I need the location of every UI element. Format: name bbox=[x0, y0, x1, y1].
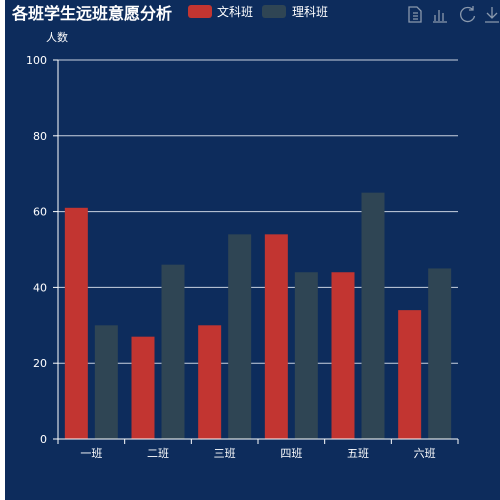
x-tick-label: 五班 bbox=[347, 447, 369, 460]
legend-item-series-2[interactable]: 理科班 bbox=[262, 5, 328, 19]
y-axis-label: 人数 bbox=[46, 31, 68, 44]
bar-2-2[interactable] bbox=[161, 264, 185, 439]
y-tick-label: 0 bbox=[40, 433, 47, 446]
bar-2-4[interactable] bbox=[294, 272, 318, 439]
bar-2-3[interactable] bbox=[228, 234, 252, 439]
y-axis-ticks: 0 20 40 60 80 100 bbox=[26, 54, 59, 446]
bar-2-6[interactable] bbox=[428, 268, 452, 439]
y-tick-label: 40 bbox=[33, 281, 47, 294]
y-tick-label: 20 bbox=[33, 357, 47, 370]
x-tick-label: 四班 bbox=[280, 447, 302, 460]
bar-1-6[interactable] bbox=[398, 310, 422, 439]
x-axis: 一班 二班 三班 四班 五班 六班 bbox=[57, 438, 459, 460]
bar-1-3[interactable] bbox=[198, 325, 222, 439]
y-tick-label: 60 bbox=[33, 206, 47, 219]
bar-2-5[interactable] bbox=[361, 192, 385, 439]
toolbox[interactable] bbox=[408, 6, 499, 23]
data-view-icon[interactable] bbox=[408, 6, 422, 23]
bar-1-5[interactable] bbox=[331, 272, 355, 439]
legend-label-series-1[interactable]: 文科班 bbox=[217, 4, 253, 19]
y-tick-label: 80 bbox=[33, 130, 47, 143]
x-tick-label: 三班 bbox=[214, 447, 236, 460]
bar-2-1[interactable] bbox=[94, 325, 118, 439]
restore-icon[interactable] bbox=[460, 6, 476, 23]
bar-1-1[interactable] bbox=[64, 207, 88, 439]
legend-label-series-2[interactable]: 理科班 bbox=[292, 5, 328, 19]
save-image-icon[interactable] bbox=[485, 7, 499, 23]
legend-item-series-1[interactable]: 文科班 bbox=[188, 4, 253, 19]
chart-title: 各班学生远班意愿分析 bbox=[11, 4, 172, 23]
bars bbox=[64, 192, 452, 439]
legend[interactable]: 文科班 理科班 bbox=[188, 4, 328, 19]
bar-1-2[interactable] bbox=[131, 336, 155, 439]
x-tick-label: 六班 bbox=[414, 447, 436, 460]
bar-1-4[interactable] bbox=[264, 234, 288, 439]
x-tick-label: 二班 bbox=[147, 447, 169, 460]
bar-chart-icon[interactable] bbox=[433, 10, 447, 23]
legend-swatch-series-2[interactable] bbox=[262, 5, 286, 18]
y-tick-label: 100 bbox=[26, 54, 47, 67]
legend-swatch-series-1[interactable] bbox=[188, 5, 212, 18]
grid-lines bbox=[58, 59, 458, 364]
x-tick-label: 一班 bbox=[80, 447, 102, 460]
